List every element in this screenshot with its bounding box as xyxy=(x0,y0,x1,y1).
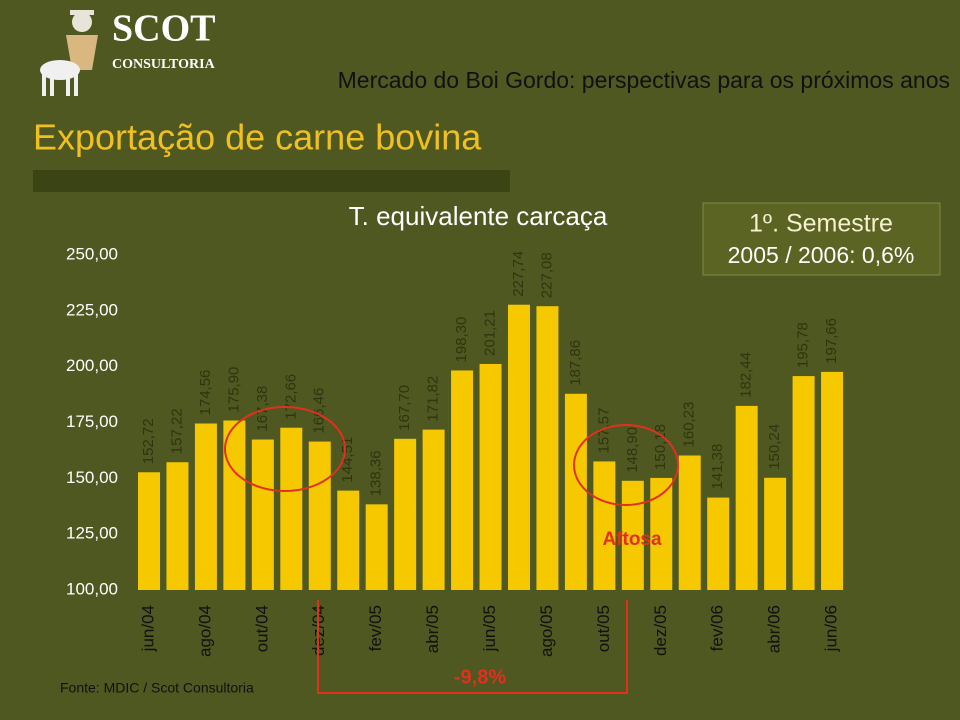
x-tick-label: abr/06 xyxy=(765,605,784,653)
bar xyxy=(678,455,701,590)
value-label: 187,86 xyxy=(567,340,584,386)
bar xyxy=(223,420,246,590)
bar xyxy=(451,370,474,590)
value-label: 152,72 xyxy=(140,418,157,464)
bar xyxy=(764,477,787,590)
value-label: 172,66 xyxy=(282,374,299,420)
x-tick-label: fev/05 xyxy=(366,605,385,651)
value-label: 157,22 xyxy=(168,408,185,454)
bar xyxy=(536,306,559,590)
y-tick-label: 200,00 xyxy=(66,356,118,375)
bar xyxy=(792,376,815,590)
source: Fonte: MDIC / Scot Consultoria xyxy=(60,680,254,696)
x-tick-label: jun/04 xyxy=(138,605,157,652)
value-label: 201,21 xyxy=(481,310,498,356)
value-label: 166,46 xyxy=(311,388,328,434)
value-label: 182,44 xyxy=(738,352,755,398)
value-label: 160,23 xyxy=(681,402,698,448)
value-label: 141,38 xyxy=(709,444,726,490)
value-label: 227,74 xyxy=(510,251,527,297)
subtitle: Mercado do Boi Gordo: perspectivas para … xyxy=(338,67,950,93)
bar xyxy=(251,439,274,590)
bar xyxy=(507,304,530,590)
x-tick-label: jun/05 xyxy=(480,605,499,652)
value-label: 174,56 xyxy=(197,370,214,416)
x-tick-label: ago/05 xyxy=(537,605,556,657)
bar xyxy=(707,497,730,590)
value-label: 144,51 xyxy=(339,437,356,483)
value-label: 167,38 xyxy=(254,386,271,432)
y-tick-label: 175,00 xyxy=(66,412,118,431)
value-label: 171,82 xyxy=(425,376,442,422)
annotation-box xyxy=(702,202,941,276)
value-label: 157,57 xyxy=(595,408,612,454)
bar xyxy=(194,423,217,590)
value-label: 227,08 xyxy=(538,252,555,298)
bar xyxy=(365,504,388,590)
value-label: 195,78 xyxy=(795,322,812,368)
x-tick-label: dez/05 xyxy=(651,605,670,656)
value-label: 167,70 xyxy=(396,385,413,431)
value-label: 150,24 xyxy=(766,424,783,470)
value-label: 148,90 xyxy=(624,427,641,473)
x-tick-label: fev/06 xyxy=(708,605,727,651)
bar xyxy=(593,461,616,590)
logo-tagline: CONSULTORIA xyxy=(112,57,216,72)
bar xyxy=(166,462,189,590)
y-tick-label: 250,00 xyxy=(66,244,118,263)
bracket xyxy=(317,600,628,694)
bar xyxy=(337,490,360,590)
value-label: 175,90 xyxy=(225,367,242,413)
annotation-text: 2005 / 2006: 0,6% xyxy=(728,242,915,268)
bar xyxy=(422,429,445,590)
bar xyxy=(821,371,844,590)
x-tick-label: jun/06 xyxy=(822,605,841,652)
logo-icon xyxy=(40,10,98,96)
x-tick-label: ago/04 xyxy=(195,605,214,657)
y-tick-label: 100,00 xyxy=(66,579,118,598)
highlight-circle xyxy=(224,406,346,492)
annotation-text: Aftosa xyxy=(602,529,662,550)
annotation-text: -9,8% xyxy=(454,666,506,688)
bar xyxy=(650,477,673,590)
value-label: 150,18 xyxy=(652,424,669,470)
value-label: 197,66 xyxy=(823,318,840,364)
value-label: 198,30 xyxy=(453,317,470,363)
annotation-text: 1º. Semestre xyxy=(749,210,893,238)
bar xyxy=(308,441,331,590)
plot: 100,00 125,00 150,00 175,00 200,00 225,00 250,… xyxy=(66,244,844,657)
y-tick-label: 125,00 xyxy=(66,524,118,543)
x-tick-label: out/05 xyxy=(594,605,613,652)
y-tick-label: 150,00 xyxy=(66,468,118,487)
x-tick-label: out/04 xyxy=(252,605,271,652)
bar xyxy=(138,472,160,590)
bar xyxy=(621,480,644,590)
bar xyxy=(735,405,758,590)
x-tick-label: abr/05 xyxy=(423,605,442,653)
bar xyxy=(564,393,587,590)
chart-title: T. equivalente carcaça xyxy=(349,201,608,231)
slide-title: Exportação de carne bovina xyxy=(33,117,482,158)
logo-name: SCOT xyxy=(112,8,215,50)
value-label: 138,36 xyxy=(368,450,385,496)
bar xyxy=(280,427,303,590)
bar xyxy=(394,438,417,590)
title-underline xyxy=(33,170,510,192)
bar xyxy=(479,363,502,590)
y-tick-label: 225,00 xyxy=(66,300,118,319)
highlight-circle xyxy=(573,424,679,506)
